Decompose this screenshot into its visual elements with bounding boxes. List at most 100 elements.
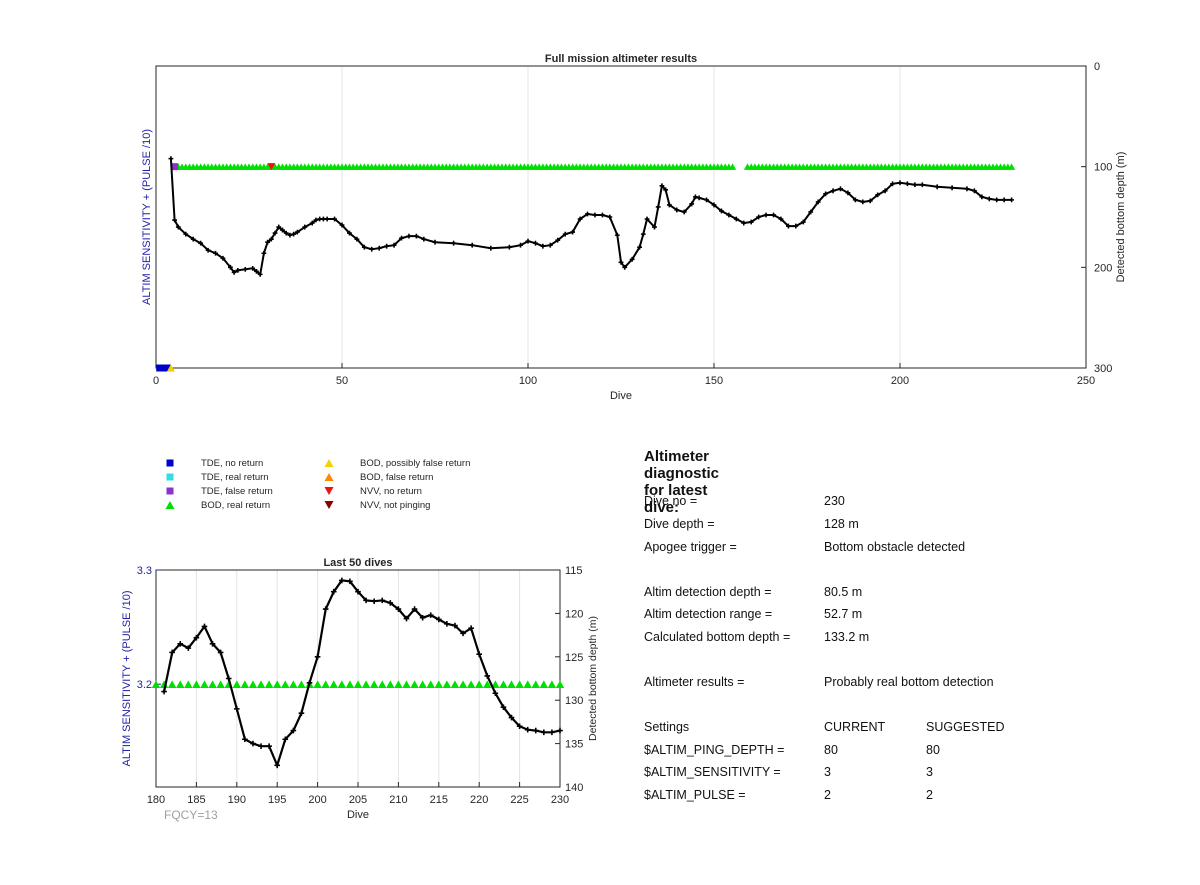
depth-point [696,195,702,201]
diagnostic-label: Dive depth = [644,517,715,531]
y-tick-label: 125 [565,652,583,664]
depth-point [492,690,499,697]
bod-real-marker [200,680,209,688]
depth-point [592,212,598,218]
bod-real-marker [192,680,201,688]
diagnostic-value2: 2 [926,788,933,802]
depth-point [225,675,232,682]
bod-real-marker [394,680,403,688]
depth-point [637,244,642,250]
depth-point [815,199,821,205]
depth-point [614,232,620,238]
depth-point [276,224,282,230]
x-tick-label: 215 [430,794,448,806]
bod-real-marker [426,680,435,688]
depth-point [177,640,184,647]
depth-point [330,588,337,595]
depth-point [547,242,553,248]
bod-real-marker [402,680,411,688]
depth-point [507,244,512,250]
depth-point [763,212,769,218]
depth-point [577,216,583,222]
depth-point [339,222,345,228]
legend-label: NVV, no return [360,486,422,497]
bod-real-marker [475,680,484,688]
bod-real-marker [345,680,355,688]
diagnostic-label: Calculated bottom depth = [644,630,791,644]
diagnostic-label: Apogee trigger = [644,540,737,554]
bod-real-marker [184,680,193,688]
depth-point [369,246,375,252]
depth-point [726,212,732,218]
depth-point [265,239,270,245]
depth-point [748,219,754,225]
depth-point [905,181,910,187]
bod-real-marker [256,680,266,688]
diagnostic-row: $ALTIM_PING_DEPTH = 80 80 [644,743,1200,761]
depth-point [379,597,386,604]
bod-real-marker [321,680,330,688]
depth-point [756,214,762,220]
depth-point [190,236,196,242]
bod-real-marker [216,680,225,688]
depth-point [500,704,507,710]
diagnostic-title: Altimeter diagnostic for latest dive: [644,448,720,516]
diagnostic-value: 3 [824,765,831,779]
x-tick-label: 230 [551,794,569,806]
diagnostic-row: Altim detection range = 52.7 m [644,607,1200,625]
x-tick-label: 180 [147,794,165,806]
diagnostic-value: 2 [824,788,831,802]
legend-marker [324,486,334,496]
depth-point [234,706,240,712]
depth-point [912,182,918,188]
depth-point [384,243,390,249]
depth-point [354,236,360,242]
diagnostic-value: 80 [824,743,838,757]
depth-point [484,673,491,679]
depth-point [309,220,315,226]
depth-point [266,743,272,750]
x-tick-label: 205 [349,794,367,806]
depth-point [406,233,412,239]
depth-point [161,688,167,695]
bod-real-marker [555,680,565,688]
depth-point [306,680,313,686]
depth-point [261,250,267,256]
diagnostic-value: 128 m [824,517,859,531]
depth-point [652,224,657,230]
diagnostic-row: Dive depth = 128 m [644,517,1200,535]
bod-real-marker [361,680,371,688]
bod-real-marker [523,680,532,688]
fqcy-label: FQCY=13 [164,808,218,822]
depth-series-line [169,158,1012,277]
depth-point [411,606,418,612]
legend-label: BOD, possibly false return [360,458,470,469]
bod-real-marker [515,680,524,688]
bod-real-marker [442,680,452,688]
depth-point [228,264,233,270]
diagnostic-label: Altim detection range = [644,607,773,621]
bod-real-marker [176,680,185,688]
y-tick-label: 200 [1094,262,1112,274]
x-tick-label: 150 [705,375,723,387]
depth-point [994,197,1000,203]
bod-real-marker [378,680,387,688]
depth-point [793,223,799,229]
depth-point [257,271,263,277]
depth-point [693,194,698,200]
legend-marker [324,472,334,482]
bod-real-marker [232,680,241,688]
bod-real-marker [167,680,177,688]
depth-point [376,245,382,251]
bod-real-marker [499,680,508,688]
status-marker [156,364,164,372]
y-tick-left-label: 3.2 [137,679,152,691]
depth-point [460,630,466,637]
depth-series-line [163,579,561,769]
depth-point [193,634,200,641]
depth-point [659,183,665,189]
diagnostic-value: 52.7 m [824,607,863,621]
y-axis-left-label: ALTIM SENSITIVITY + (PULSE /10) [141,129,153,305]
diagnostic-row: Apogee trigger = Bottom obstacle detecte… [644,540,1200,558]
